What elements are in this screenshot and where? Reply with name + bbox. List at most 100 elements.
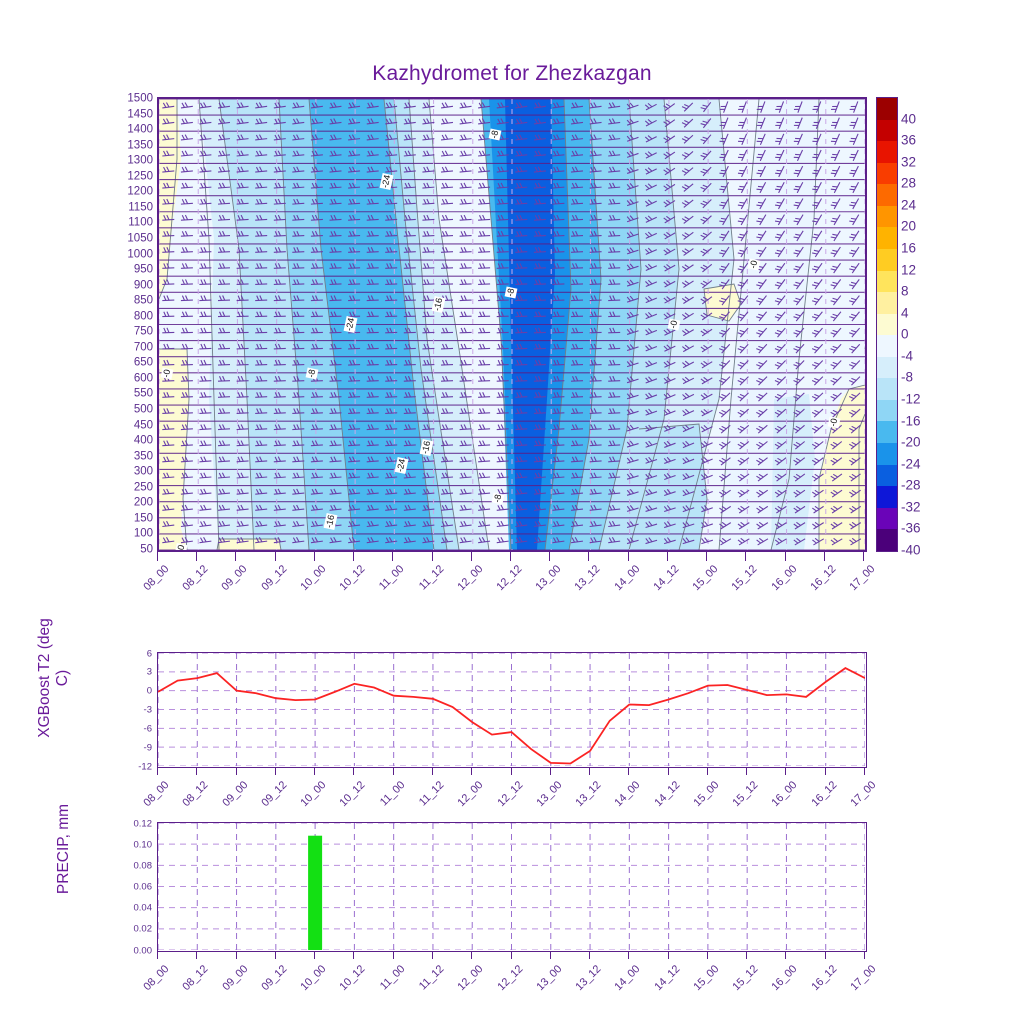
wind-barb [366, 424, 379, 431]
wind-barb [310, 327, 323, 334]
x-tick [196, 552, 198, 561]
wind-barb [180, 182, 193, 189]
wind-barb [812, 537, 825, 546]
x-tick [746, 768, 748, 775]
wind-barb [552, 311, 565, 318]
x-tick [549, 768, 551, 775]
vertical-cross-section-plot[interactable]: -24 -8 -24 -16 -8 -0 -0 -0 -8 -16 -24 -0 -8 -16 0 [157, 97, 867, 552]
wind-barb [366, 391, 379, 398]
wind-barb [700, 231, 712, 241]
wind-barb [644, 199, 657, 207]
wind-barb [496, 408, 509, 414]
wind-barb [756, 149, 766, 162]
wind-barb [403, 488, 416, 495]
wind-barb [812, 198, 823, 210]
wind-barb [849, 521, 862, 530]
wind-barb [811, 457, 824, 466]
x-tick-label: 15_00 [691, 779, 722, 810]
wind-barb [217, 198, 231, 205]
wind-barb [663, 328, 676, 336]
wind-barb [348, 263, 361, 269]
wind-barb [626, 295, 639, 303]
wind-barb [533, 118, 546, 125]
wind-barb [756, 182, 767, 194]
y-tick-label: 1250 [127, 170, 153, 182]
colorbar-swatch [877, 356, 897, 379]
wind-barb [329, 440, 342, 447]
y-tick-label: 0.06 [133, 881, 153, 893]
wind-barb [348, 424, 361, 431]
wind-barb [459, 263, 472, 269]
wind-barb [570, 118, 584, 125]
wind-barb [589, 536, 602, 544]
wind-barb [385, 166, 398, 173]
wind-barb [830, 182, 841, 194]
wind-barb [849, 343, 861, 354]
wind-barb [162, 391, 175, 398]
wind-barb [570, 182, 584, 189]
wind-barb [626, 247, 639, 255]
x-tick [470, 552, 472, 561]
wind-barb [589, 247, 602, 253]
wind-barb [366, 456, 379, 463]
wind-barb [663, 103, 676, 112]
wind-barb [533, 102, 546, 109]
wind-barb [756, 537, 769, 546]
y-tick-label: 0.00 [133, 945, 153, 956]
wind-barb [273, 520, 286, 528]
contour-label: -0 [827, 416, 841, 429]
wind-barb [496, 424, 509, 431]
y-tick-label: 850 [133, 294, 153, 307]
x-tick [745, 552, 747, 561]
temperature-colorbar[interactable] [876, 97, 898, 552]
wind-barb [422, 488, 435, 495]
xgboost-t2-plot[interactable] [157, 652, 867, 768]
wind-barb [236, 263, 249, 269]
wind-barb [348, 150, 361, 157]
wind-barb [737, 505, 750, 514]
wind-barb [236, 230, 249, 237]
wind-barb [533, 327, 546, 334]
wind-barb [608, 279, 621, 285]
x-tick [313, 552, 315, 561]
wind-barb [701, 521, 713, 529]
wind-barb [552, 279, 565, 285]
wind-barb [329, 391, 342, 398]
x-tick [667, 952, 669, 959]
wind-barb [496, 343, 509, 350]
wind-barb [570, 391, 584, 398]
wind-barb [570, 327, 584, 334]
wind-barb [682, 328, 694, 337]
wind-barb [422, 214, 435, 221]
wind-barb [533, 230, 546, 237]
x-tick [392, 768, 394, 775]
wind-barb [162, 311, 175, 318]
wind-barb [645, 472, 658, 480]
wind-barb [626, 488, 639, 496]
wind-barb [663, 521, 676, 529]
wind-barb [570, 134, 584, 141]
wind-barb [255, 520, 268, 528]
wind-barb [644, 167, 657, 175]
y-tick-label: 350 [133, 449, 153, 462]
wind-barb [255, 198, 268, 205]
wind-barb [310, 456, 323, 463]
precipitation-plot[interactable] [157, 822, 867, 952]
wind-barb [273, 536, 286, 544]
wind-barb [608, 214, 621, 221]
wind-barb [552, 520, 565, 528]
wind-barb [645, 328, 658, 336]
wind-barb [217, 536, 231, 544]
wind-barb [459, 166, 472, 173]
wind-barb [830, 473, 843, 482]
x-tick-label: 16_12 [808, 563, 839, 594]
cross-section-svg [159, 99, 865, 550]
wind-barb [849, 505, 862, 514]
colorbar-swatch [877, 464, 897, 487]
x-tick [864, 952, 865, 959]
wind-barb [255, 214, 268, 221]
wind-barb [217, 150, 231, 157]
wind-barb [849, 457, 861, 466]
wind-barb [162, 102, 175, 109]
wind-barb [663, 231, 676, 240]
